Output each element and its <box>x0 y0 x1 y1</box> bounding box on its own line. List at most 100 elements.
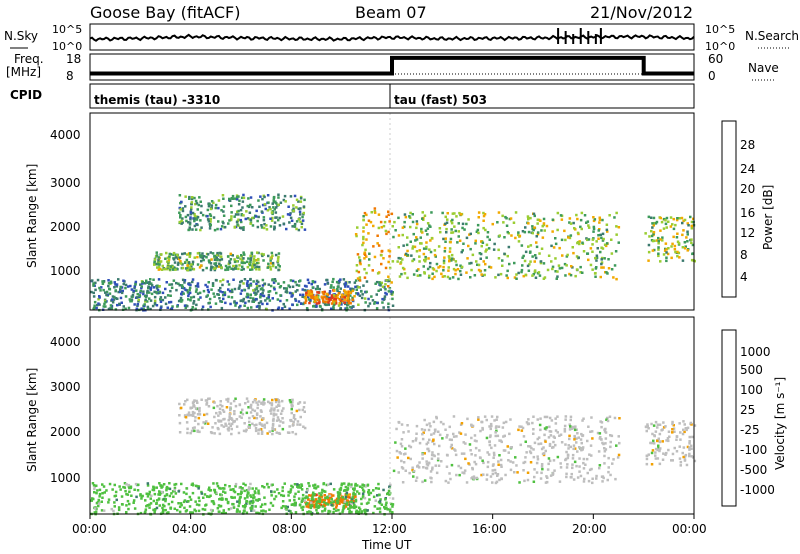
heatmap-cell <box>183 506 186 510</box>
heatmap-cell <box>520 429 524 432</box>
heatmap-cell <box>678 445 681 448</box>
heatmap-cell <box>357 270 361 274</box>
heatmap-cell <box>477 263 481 267</box>
heatmap-cell <box>603 462 606 465</box>
heatmap-cell <box>347 507 350 510</box>
heatmap-cell <box>246 280 249 283</box>
heatmap-cell <box>600 258 603 261</box>
heatmap-cell <box>358 508 362 511</box>
heatmap-cell <box>352 501 355 505</box>
heatmap-cell <box>255 401 258 404</box>
heatmap-cell <box>688 446 691 449</box>
heatmap-cell <box>98 492 102 496</box>
heatmap-cell <box>492 456 495 459</box>
heatmap-cell <box>460 250 463 254</box>
heatmap-cell <box>363 257 366 260</box>
heatmap-cell <box>201 254 204 258</box>
heatmap-cell <box>279 299 282 303</box>
heatmap-cell <box>551 230 554 233</box>
heatmap-cell <box>524 440 527 443</box>
heatmap-cell <box>122 279 125 282</box>
heatmap-cell <box>303 410 306 413</box>
heatmap-cell <box>518 481 521 484</box>
heatmap-cell <box>249 284 253 287</box>
heatmap-cell <box>458 239 462 242</box>
heatmap-cell <box>309 298 312 302</box>
heatmap-cell <box>265 421 269 425</box>
heatmap-cell <box>276 307 280 311</box>
heatmap-cell <box>465 271 468 274</box>
heatmap-cell <box>538 252 541 255</box>
heatmap-cell <box>96 489 99 492</box>
heatmap-cell <box>183 304 187 307</box>
heatmap-cell <box>433 253 437 257</box>
heatmap-cell <box>558 434 561 437</box>
heatmap-cell <box>445 465 449 468</box>
heatmap-cell <box>563 262 567 266</box>
heatmap-cell <box>127 507 130 511</box>
heatmap-cell <box>326 495 329 499</box>
heatmap-cell <box>181 266 185 270</box>
heatmap-cell <box>124 489 127 493</box>
heatmap-cell <box>188 226 191 229</box>
heatmap-cell <box>353 505 356 508</box>
heatmap-cell <box>675 236 679 239</box>
heatmap-cell <box>237 218 240 221</box>
heatmap-cell <box>255 498 258 502</box>
heatmap-cell <box>256 219 259 223</box>
heatmap-cell <box>646 423 649 426</box>
heatmap-cell <box>617 435 620 438</box>
heatmap-cell <box>466 257 469 260</box>
heatmap-cell <box>564 418 567 421</box>
heatmap-cell <box>236 223 239 226</box>
heatmap-cell <box>566 463 569 466</box>
heatmap-cell <box>148 291 151 294</box>
heatmap-cell <box>337 304 341 307</box>
heatmap-cell <box>447 481 450 484</box>
heatmap-cell <box>474 462 478 466</box>
heatmap-cell <box>259 300 263 303</box>
heatmap-cell <box>675 435 679 438</box>
heatmap-cell <box>342 507 345 510</box>
heatmap-cell <box>234 485 237 488</box>
heatmap-cell <box>651 449 655 452</box>
heatmap-cell <box>531 227 534 231</box>
heatmap-cell <box>517 240 521 243</box>
heatmap-cell <box>201 426 204 429</box>
heatmap-cell <box>417 466 421 469</box>
heatmap-cell <box>206 285 209 288</box>
heatmap-cell <box>298 408 301 412</box>
heatmap-cell <box>481 241 485 244</box>
heatmap-cell <box>255 265 259 268</box>
heatmap-cell <box>238 226 242 229</box>
heatmap-cell <box>316 285 319 288</box>
heatmap-cell <box>242 257 245 260</box>
heatmap-cell <box>477 231 480 235</box>
heatmap-cell <box>302 425 305 428</box>
heatmap-cell <box>478 456 482 459</box>
heatmap-cell <box>195 202 199 205</box>
heatmap-cell <box>424 255 427 259</box>
heatmap-cell <box>186 427 189 431</box>
heatmap-cell <box>598 464 602 467</box>
heatmap-cell <box>616 456 620 459</box>
heatmap-cell <box>684 245 687 248</box>
heatmap-cell <box>216 484 220 488</box>
heatmap-cell <box>170 500 174 504</box>
heatmap-cell <box>396 260 399 263</box>
heatmap-cell <box>282 198 286 202</box>
heatmap-cell <box>257 400 261 403</box>
heatmap-cell <box>206 294 209 297</box>
heatmap-cell <box>114 490 118 494</box>
heatmap-cell <box>650 229 653 233</box>
heatmap-cell <box>109 304 113 307</box>
heatmap-cell <box>514 211 518 214</box>
heatmap-cell <box>400 423 404 426</box>
heatmap-cell <box>168 494 172 498</box>
heatmap-cell <box>452 435 456 438</box>
heatmap-cell <box>554 257 557 260</box>
heatmap-cell <box>497 425 501 428</box>
heatmap-cell <box>309 294 313 297</box>
heatmap-cell <box>489 434 492 437</box>
heatmap-cell <box>554 242 558 246</box>
